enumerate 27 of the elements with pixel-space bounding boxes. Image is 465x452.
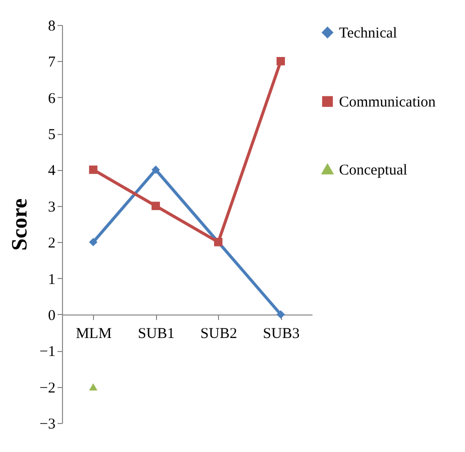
y-tick-label: 5 bbox=[48, 127, 56, 144]
y-tick-label: 3 bbox=[48, 199, 56, 216]
legend-label: Conceptual bbox=[339, 162, 408, 178]
y-axis-title: Score bbox=[6, 198, 32, 251]
y-tick-label: 8 bbox=[48, 18, 56, 34]
point bbox=[152, 166, 160, 174]
x-tick-label: SUB1 bbox=[138, 326, 175, 342]
legend-label: Communication bbox=[339, 94, 436, 110]
y-tick-label: 2 bbox=[48, 236, 56, 252]
point bbox=[89, 166, 98, 174]
y-tick-label: −2 bbox=[40, 380, 56, 396]
x-tick-label: SUB3 bbox=[262, 326, 300, 342]
point bbox=[89, 383, 98, 390]
y-tick-label: −1 bbox=[40, 344, 56, 360]
point bbox=[276, 310, 285, 319]
x-tick-label: MLM bbox=[76, 326, 112, 342]
point bbox=[276, 57, 285, 66]
y-tick-label: 1 bbox=[48, 272, 56, 288]
y-tick-label: 7 bbox=[48, 54, 56, 71]
y-tick-label: 6 bbox=[48, 90, 56, 107]
point bbox=[152, 202, 160, 210]
y-tick-label: −3 bbox=[40, 416, 56, 432]
x-tick-label: SUB2 bbox=[200, 326, 238, 342]
y-tick-label: 4 bbox=[48, 163, 56, 180]
legend-label: Technical bbox=[339, 26, 398, 42]
y-tick-label: 0 bbox=[48, 308, 56, 324]
point bbox=[89, 238, 98, 246]
